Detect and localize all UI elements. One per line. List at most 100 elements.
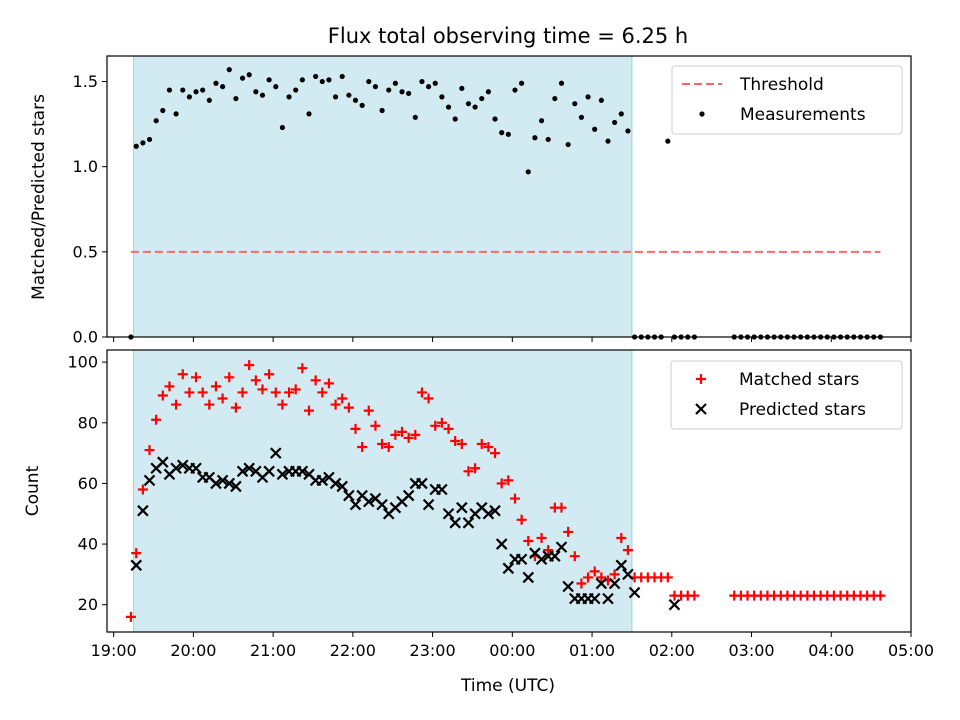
measurement-point [432, 80, 438, 86]
matched-stars-point [576, 578, 587, 589]
measurement-point [286, 94, 292, 100]
x-tick-label: 00:00 [489, 641, 535, 660]
predicted-stars-point [402, 489, 415, 502]
matched-stars-point [171, 399, 182, 410]
matched-stars-point [377, 439, 388, 449]
measurement-point [406, 90, 412, 97]
measurement-point [439, 94, 445, 100]
predicted-stars-point [236, 465, 249, 478]
matched-stars-point [137, 484, 148, 495]
measurement-point [572, 101, 578, 107]
measurement-point [379, 107, 385, 114]
matched-stars-point [476, 439, 487, 449]
measurement-point [266, 77, 272, 83]
measurement-point [558, 80, 565, 86]
matched-stars-point [210, 381, 221, 392]
measurement-point [146, 136, 153, 143]
matched-stars-point [569, 551, 580, 562]
measurement-point [372, 84, 379, 90]
predicted-stars-point [329, 477, 342, 490]
x-tick-label: 03:00 [728, 641, 774, 660]
measurement-point [160, 107, 166, 114]
measurement-point [133, 143, 139, 149]
predicted-stars-point [456, 501, 468, 514]
measurement-point [419, 78, 425, 85]
matched-stars-point [337, 393, 348, 404]
matched-stars-point [303, 405, 314, 416]
x-tick-label: 20:00 [170, 641, 216, 660]
x-tick-label: 05:00 [888, 641, 934, 660]
predicted-stars-point [515, 553, 528, 566]
measurement-point [293, 87, 299, 93]
measurement-point [512, 87, 518, 93]
matched-stars-point [596, 572, 607, 583]
predicted-stars-point [170, 462, 182, 475]
predicted-stars-point [595, 577, 608, 590]
measurement-point [532, 135, 538, 141]
matched-stars-point [125, 611, 136, 622]
measurement-point [426, 84, 432, 90]
matched-stars-point [523, 536, 534, 547]
x-tick-label: 04:00 [808, 641, 854, 660]
measurement-point [485, 89, 492, 95]
matched-stars-point [191, 372, 202, 383]
matched-stars-point [622, 545, 633, 556]
measurement-point [246, 72, 252, 78]
matched-stars-point [430, 420, 441, 431]
matched-stars-point [450, 435, 461, 446]
matched-stars-point [204, 399, 215, 410]
x-axis-label: Time (UTC) [460, 676, 555, 696]
matched-stars-point [383, 442, 394, 453]
x-tick-label: 01:00 [569, 641, 615, 660]
legend-entry: Measurements [740, 105, 866, 125]
measurement-point [612, 119, 618, 126]
matched-stars-point [257, 384, 268, 395]
predicted-stars-point [269, 447, 282, 459]
predicted-stars-point [276, 468, 289, 481]
matched-stars-point [470, 463, 481, 474]
matched-stars-point [184, 387, 195, 398]
measurement-point [166, 87, 173, 93]
matched-stars-point [290, 384, 301, 395]
matched-stars-point [689, 590, 700, 601]
predicted-stars-point [422, 498, 435, 511]
predicted-stars-point [608, 577, 621, 590]
measurement-point [552, 95, 558, 102]
predicted-stars-point [489, 504, 501, 517]
predicted-stars-point [363, 495, 375, 508]
predicted-stars-point [462, 517, 475, 529]
measurement-point [233, 95, 239, 102]
matched-stars-point [284, 387, 295, 398]
measurement-point [585, 94, 591, 100]
predicted-stars-point [296, 465, 309, 478]
predicted-stars-point [668, 598, 681, 611]
measurement-point [180, 87, 186, 93]
measurement-point [259, 92, 266, 98]
predicted-stars-point [216, 474, 229, 487]
measurement-point [193, 89, 199, 95]
measurement-point [519, 80, 525, 86]
legend-entry: Predicted stars [739, 400, 866, 420]
legend-matched-swatch [696, 374, 706, 384]
bottom-panel: 20 40 60 80 100 19:00 20:00 21:00 22:00 23:00 00:0… [67, 349, 934, 660]
predicted-stars-point [210, 477, 222, 490]
predicted-stars-point [522, 571, 535, 584]
predicted-stars-point [243, 462, 255, 475]
matched-stars-point [536, 533, 547, 543]
measurement-point [239, 75, 246, 81]
measurement-point [220, 84, 226, 90]
measurement-point [273, 84, 279, 90]
x-tick-label: 23:00 [410, 641, 456, 660]
matched-stars-point [563, 526, 574, 537]
y-tick-label: 0.5 [73, 242, 98, 261]
plot-frame [106, 55, 912, 338]
measurement-point [279, 124, 286, 131]
predicted-stars-point [555, 541, 568, 553]
predicted-stars-point [602, 592, 614, 605]
matched-stars-point [230, 402, 241, 413]
predicted-stars-point [495, 538, 508, 550]
measurement-point [326, 77, 332, 83]
matched-stars-point [509, 493, 520, 504]
matched-stars-point [343, 402, 354, 413]
